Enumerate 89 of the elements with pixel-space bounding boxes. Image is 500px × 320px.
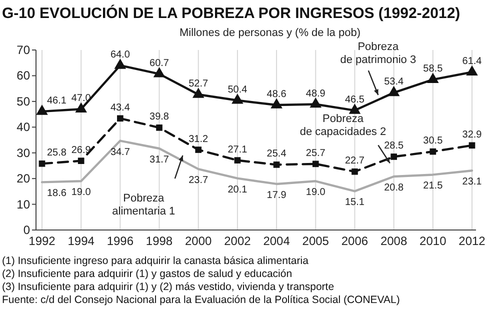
data-label: 46.5 <box>344 94 365 106</box>
data-label: 53.4 <box>384 76 404 88</box>
chart-subtitle: Millones de personas y (% de la pob) <box>180 27 360 39</box>
point <box>310 97 322 108</box>
data-label: 31.7 <box>150 154 170 166</box>
y-tick-label: 0 <box>23 223 30 237</box>
data-label: 46.1 <box>47 95 67 106</box>
y-tick-label: 70 <box>16 43 30 57</box>
data-label: 48.6 <box>266 89 287 100</box>
data-label: 17.9 <box>266 190 287 201</box>
x-tick-label: 2005 <box>302 234 330 248</box>
data-label: 18.6 <box>47 188 67 200</box>
point <box>352 168 358 175</box>
data-label: 64.0 <box>110 49 130 60</box>
source-note: Fuente: c/d del Consejo Nacional para la Evaluación de la Política Social (CONEVAL) <box>2 294 400 306</box>
x-tick-label: 1996 <box>106 234 134 248</box>
data-label: 26.9 <box>71 144 92 156</box>
text: Pobreza alimentaria 1 <box>112 192 176 218</box>
data-label: 58.5 <box>423 64 444 75</box>
data-label: 19.0 <box>71 187 92 198</box>
x-tick-label: 2006 <box>341 234 368 248</box>
data-label: 20.1 <box>228 184 248 196</box>
point <box>348 104 361 114</box>
point <box>156 124 162 131</box>
data-label: 31.2 <box>188 134 209 145</box>
data-label: 50.4 <box>228 84 248 96</box>
data-label: 15.1 <box>344 197 365 208</box>
data-label: 47.0 <box>71 93 92 104</box>
x-tick-label: 2010 <box>420 234 447 248</box>
x-tick-label: 1994 <box>68 234 95 248</box>
data-label: 25.7 <box>306 148 326 159</box>
point <box>38 160 46 167</box>
data-label: 28.5 <box>384 140 404 152</box>
point <box>232 94 244 104</box>
data-label: 32.9 <box>462 129 482 140</box>
point <box>117 115 124 122</box>
point <box>36 104 48 115</box>
point <box>192 88 204 98</box>
chart-title: G-10 EVOLUCIÓN DE LA POBREZA POR INGRESOS (1992-2012) <box>2 4 460 22</box>
point <box>270 98 282 108</box>
y-tick-label: 40 <box>16 120 30 134</box>
y-tick-label: 50 <box>16 94 30 108</box>
point <box>427 72 439 83</box>
text: (1) Insuficiente ingreso para adquirir la canasta básica alimentaria <box>2 255 309 267</box>
series-label: Pobreza de capacidades 2 <box>300 113 386 138</box>
x-tick-label: 2012 <box>458 234 486 248</box>
data-label: 19.0 <box>306 187 326 198</box>
point <box>153 67 166 78</box>
point <box>390 154 397 160</box>
data-label: 61.4 <box>462 56 482 68</box>
data-label: 34.7 <box>110 146 130 158</box>
x-tick-label: 1998 <box>146 234 173 248</box>
data-label: 30.5 <box>423 136 444 147</box>
x-tick-label: 2002 <box>224 234 252 248</box>
y-tick-label: 20 <box>16 172 30 186</box>
text: (3) Insuficiente para adquirir (1) y (2) más vestido, vivienda y transporte <box>2 281 334 293</box>
text: (2) Insuficiente para adquirir (1) y gastos de salud y educación <box>2 268 292 280</box>
point <box>388 86 400 96</box>
point <box>430 148 436 155</box>
data-label: 21.5 <box>423 180 444 192</box>
data-label: 23.1 <box>462 176 482 188</box>
point <box>78 158 84 164</box>
point <box>195 146 202 153</box>
data-label: 48.9 <box>306 88 326 100</box>
data-label: 27.1 <box>228 144 248 156</box>
series-label: Pobreza de patrimonio 3 <box>340 41 416 66</box>
x-tick-label: 2000 <box>185 234 212 248</box>
data-label: 25.4 <box>266 148 287 160</box>
y-tick-label: 10 <box>16 197 30 212</box>
y-tick-label: 60 <box>16 68 30 83</box>
point <box>312 160 319 168</box>
data-label: 22.7 <box>344 156 365 167</box>
point <box>273 162 280 168</box>
x-tick-label: 2008 <box>380 234 408 248</box>
x-tick-label: 2004 <box>263 234 290 248</box>
data-label: 20.8 <box>384 182 404 194</box>
data-label: 25.8 <box>47 148 67 159</box>
x-tick-label: 1992 <box>28 234 56 248</box>
data-label: 52.7 <box>188 78 209 90</box>
data-label: 60.7 <box>150 58 170 69</box>
point <box>466 65 478 76</box>
point <box>75 102 87 113</box>
data-label: 23.7 <box>188 175 209 186</box>
point <box>468 142 476 149</box>
point <box>114 58 126 69</box>
point <box>234 157 241 164</box>
data-label: 39.8 <box>150 112 170 123</box>
data-label: 43.4 <box>110 102 130 114</box>
y-tick-label: 30 <box>16 146 30 160</box>
